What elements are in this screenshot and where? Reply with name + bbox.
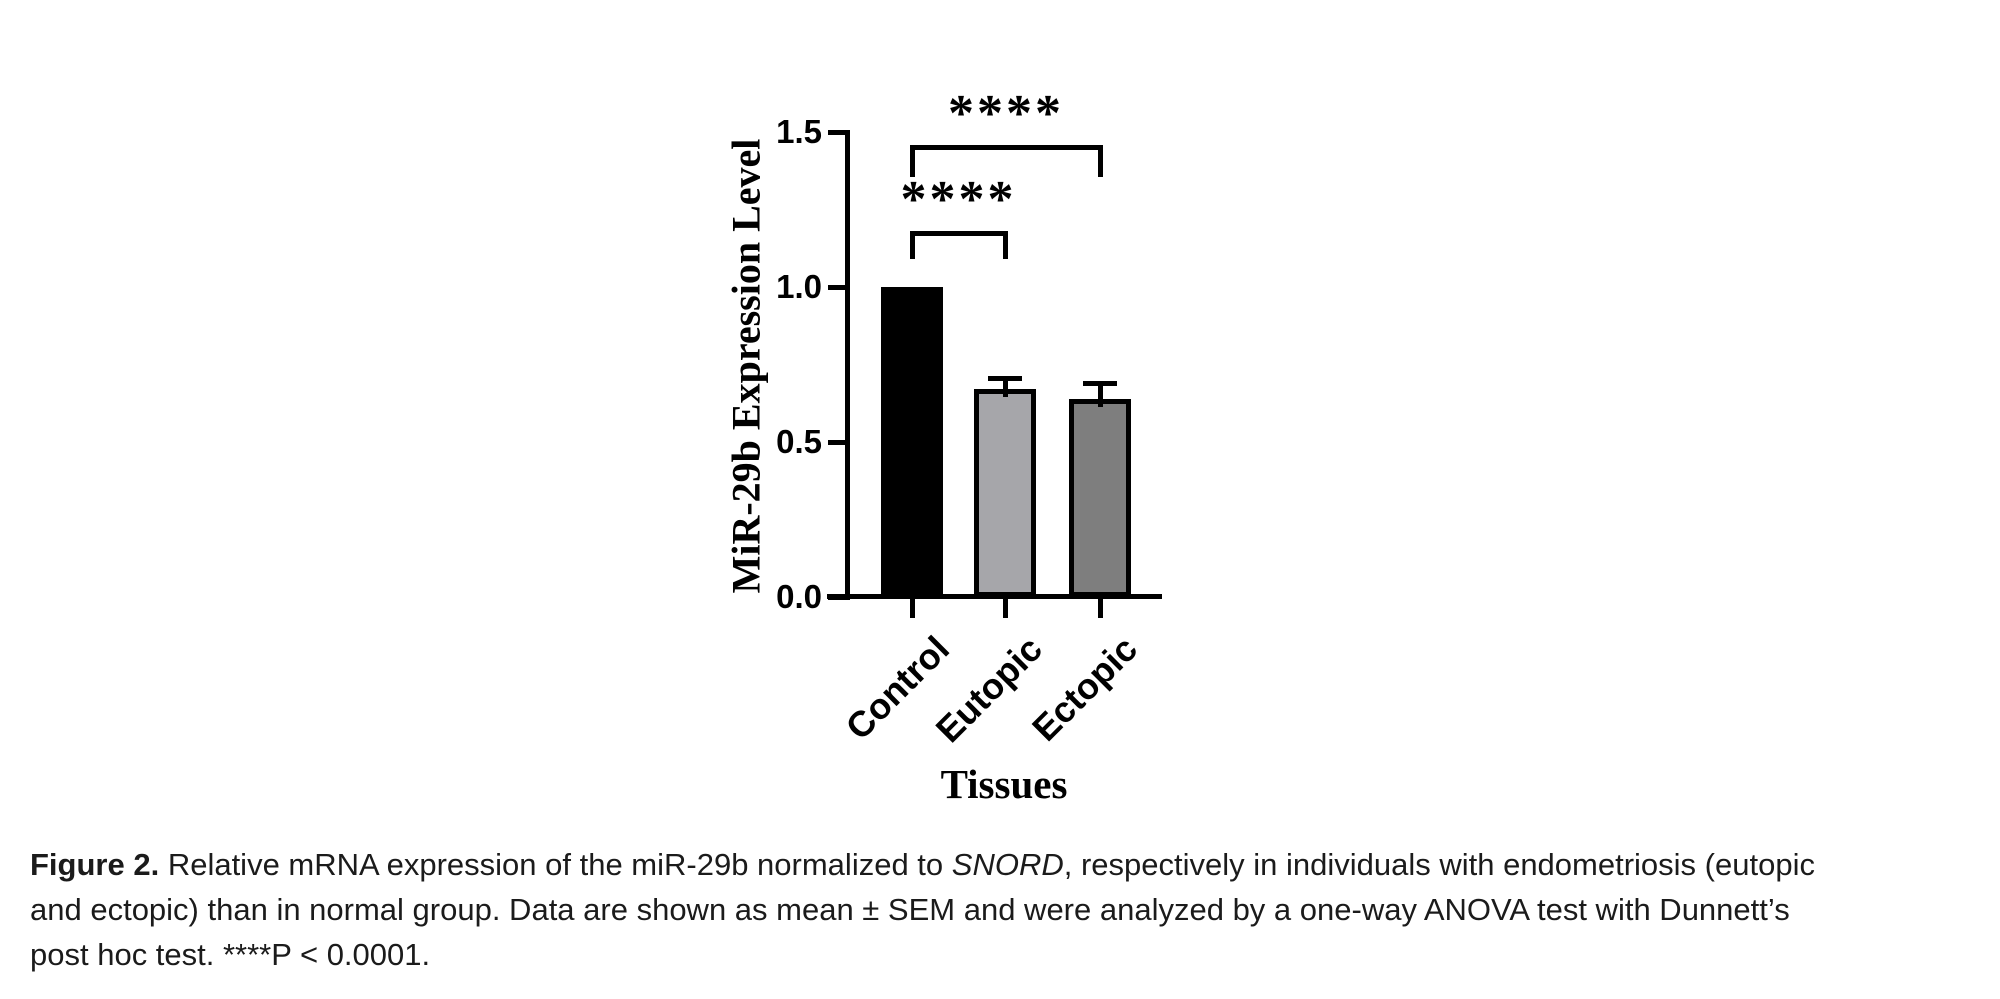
caption-segment: , respectively in individuals with endom… <box>1063 847 1815 882</box>
caption-line-3: post hoc test. ****P < 0.0001. <box>30 932 1975 977</box>
error-bar-line <box>1002 376 1008 398</box>
caption-segment: and ectopic) than in normal group. Data … <box>30 892 1790 927</box>
significance-bracket <box>909 145 1103 177</box>
bar-eutopic <box>974 389 1036 597</box>
y-axis-title: MiR-29b Expression Level <box>723 138 769 594</box>
x-axis-tick <box>1002 597 1008 618</box>
error-bar-cap <box>988 376 1022 382</box>
caption-segment: Figure 2. <box>30 847 160 882</box>
y-axis-tick <box>828 594 848 600</box>
caption-segment: SNORD <box>951 847 1064 882</box>
y-axis-tick-label: 1.5 <box>776 113 822 150</box>
y-axis-tick-label: 0.5 <box>776 423 822 460</box>
error-bar-cap <box>1083 380 1117 386</box>
caption-line-1: Figure 2. Relative mRNA expression of th… <box>30 842 1975 887</box>
caption-segment: post hoc test. ****P < 0.0001. <box>30 937 431 972</box>
significance-bracket <box>909 231 1008 259</box>
bar-ectopic <box>1069 398 1131 597</box>
error-bar-line <box>1097 380 1103 407</box>
significance-stars: **** <box>948 85 1064 142</box>
caption-segment: Relative mRNA expression of the miR-29b … <box>159 847 952 882</box>
y-axis-tick <box>828 129 848 135</box>
y-axis-tick-label: 1.0 <box>776 268 822 305</box>
y-axis-line <box>845 130 850 600</box>
x-axis-tick <box>909 597 915 618</box>
x-axis-label-ectopic: Ectopic <box>1024 628 1145 749</box>
y-axis-tick-label: 0.0 <box>776 578 822 615</box>
significance-stars: **** <box>900 171 1017 228</box>
y-axis-tick <box>828 284 848 290</box>
figure-caption: Figure 2. Relative mRNA expression of th… <box>30 842 1975 977</box>
y-axis-tick <box>828 439 848 445</box>
caption-line-2: and ectopic) than in normal group. Data … <box>30 887 1975 932</box>
x-axis-tick <box>1097 597 1103 618</box>
bar-control <box>881 287 943 597</box>
x-axis-title: Tissues <box>940 761 1068 807</box>
